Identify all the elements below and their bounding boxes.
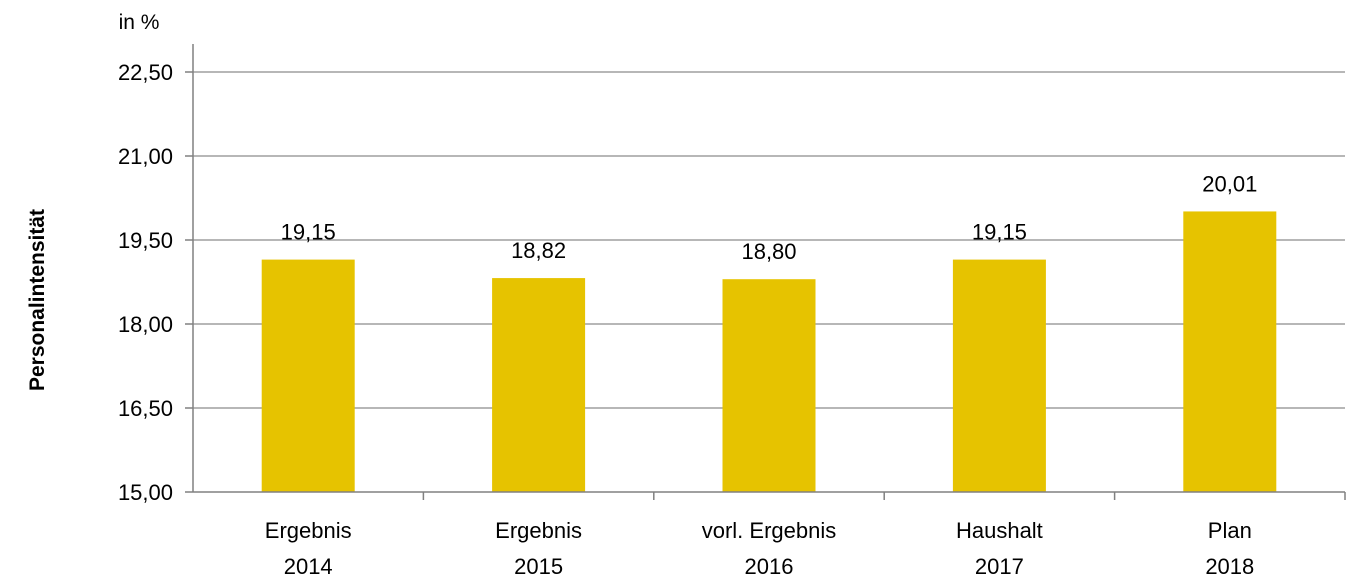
category-label-line2: 2015 [514,554,563,579]
category-labels: Ergebnis 2014 Ergebnis 2015 vorl. Ergebnis 20… [265,518,1254,579]
y-tick-label: 16,50 [118,396,173,421]
data-label: 18,82 [511,238,566,263]
data-label: 19,15 [972,220,1027,245]
y-tick-label: 15,00 [118,480,173,505]
category-label-line1: Haushalt [956,518,1043,543]
y-tick-labels: 15,00 16,50 18,00 19,50 21,00 22,50 [118,60,193,505]
y-tick-label: 18,00 [118,312,173,337]
y-tick-label: 19,50 [118,228,173,253]
bar [722,279,816,492]
data-label: 18,80 [741,239,796,264]
y-tick-label: 22,50 [118,60,173,85]
bar [1183,211,1277,492]
bar [952,259,1046,492]
category-label-line2: 2014 [284,554,333,579]
category-label-line1: vorl. Ergebnis [702,518,837,543]
category-label-line2: 2016 [745,554,794,579]
data-label: 19,15 [281,220,336,245]
y-axis-title: Personalintensität [26,209,49,391]
unit-label: in % [119,11,160,34]
bars [261,211,1277,492]
bar [261,259,355,492]
category-label-line1: Ergebnis [265,518,352,543]
category-label-line1: Plan [1208,518,1252,543]
bar [492,278,586,492]
data-labels: 19,15 18,82 18,80 19,15 20,01 [281,171,1258,264]
y-tick-label: 21,00 [118,144,173,169]
axes [192,44,1345,493]
category-label-line2: 2018 [1205,554,1254,579]
data-label: 20,01 [1202,171,1257,196]
category-label-line1: Ergebnis [495,518,582,543]
x-axis-ticks [422,492,1346,500]
gridlines [193,71,1345,409]
category-label-line2: 2017 [975,554,1024,579]
